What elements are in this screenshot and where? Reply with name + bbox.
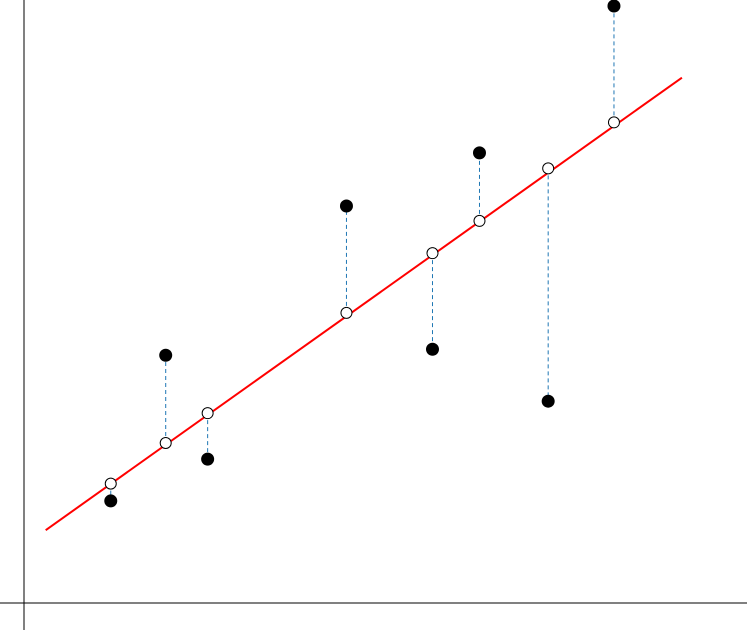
observed-point-6 — [472, 146, 486, 160]
observed-point-3 — [201, 452, 215, 466]
observed-point-2 — [159, 348, 173, 362]
regression-line — [45, 76, 683, 531]
residual-lines — [110, 6, 615, 501]
fitted-point-4 — [340, 306, 353, 319]
observed-points — [104, 0, 621, 508]
fitted-point-6 — [473, 214, 486, 227]
observed-point-8 — [607, 0, 621, 13]
fitted-points — [104, 116, 620, 490]
fitted-point-2 — [159, 437, 172, 450]
fitted-point-5 — [426, 247, 439, 260]
fitted-point-8 — [607, 116, 620, 129]
observed-point-4 — [339, 199, 353, 213]
fitted-point-7 — [542, 162, 555, 175]
regression-line-group — [45, 76, 683, 531]
fitted-point-3 — [201, 407, 214, 420]
observed-point-5 — [425, 342, 439, 356]
fitted-point-1 — [104, 477, 117, 490]
observed-point-7 — [541, 394, 555, 408]
observed-point-1 — [104, 494, 118, 508]
